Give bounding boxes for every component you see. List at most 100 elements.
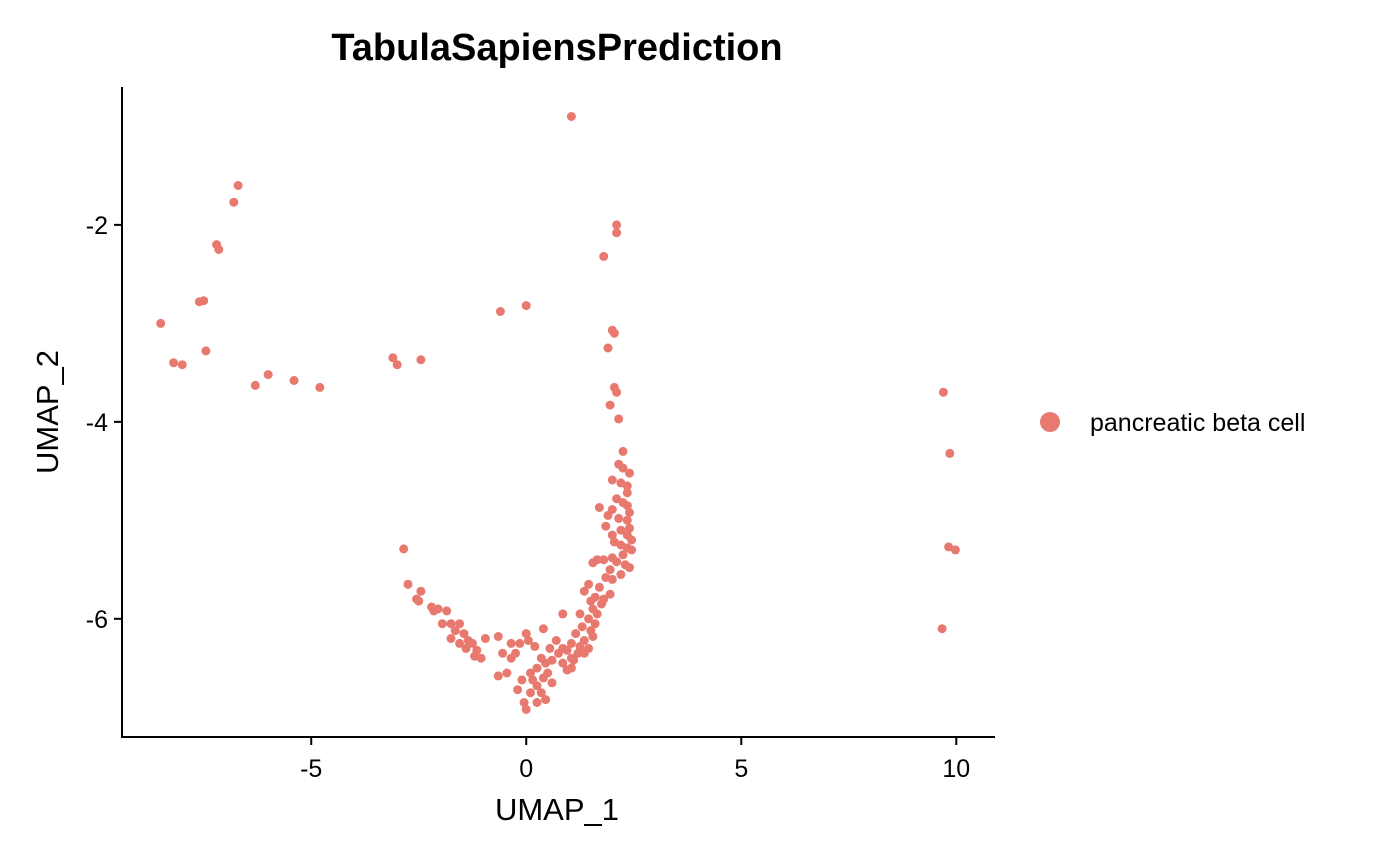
chart-title: TabulaSapiensPrediction xyxy=(331,27,782,69)
data-point xyxy=(594,503,604,512)
data-point xyxy=(388,353,398,363)
data-point xyxy=(442,606,452,616)
data-point xyxy=(625,563,634,573)
data-point xyxy=(603,343,613,353)
data-point xyxy=(493,632,503,641)
y-tick-label: -6 xyxy=(86,606,108,634)
x-ticks: -5 0 5 10 xyxy=(300,737,970,783)
data-point xyxy=(517,675,527,685)
data-point xyxy=(156,318,166,328)
legend-marker xyxy=(1040,412,1060,432)
data-point xyxy=(627,535,637,545)
data-point xyxy=(622,488,632,498)
data-point xyxy=(455,619,465,629)
data-point xyxy=(584,614,594,624)
data-point xyxy=(607,475,617,485)
data-point xyxy=(506,653,516,663)
data-point xyxy=(603,510,613,520)
data-point xyxy=(625,468,634,478)
data-point xyxy=(579,586,589,596)
data-point xyxy=(538,673,548,683)
data-point xyxy=(605,400,615,410)
data-point xyxy=(547,655,557,665)
data-point xyxy=(455,638,465,648)
data-point xyxy=(450,626,460,636)
y-ticks: -2 -4 -6 xyxy=(86,212,122,634)
data-point xyxy=(566,663,576,673)
data-point xyxy=(199,296,209,306)
data-point xyxy=(459,629,469,639)
data-point xyxy=(233,181,243,190)
data-point xyxy=(566,112,576,121)
data-point xyxy=(618,446,628,456)
data-point xyxy=(588,632,598,641)
x-tick-label: 5 xyxy=(734,755,748,783)
data-point xyxy=(618,550,628,560)
data-point xyxy=(558,658,568,668)
data-point xyxy=(575,641,585,651)
data-point xyxy=(571,629,581,639)
data-point xyxy=(263,370,273,380)
data-point xyxy=(532,663,542,673)
y-tick-label: -4 xyxy=(86,409,108,437)
data-point xyxy=(437,619,447,629)
data-point xyxy=(601,521,611,531)
data-point xyxy=(569,655,579,665)
data-point xyxy=(446,634,456,643)
data-point xyxy=(399,544,409,554)
x-tick-label: -5 xyxy=(300,755,322,783)
data-point xyxy=(446,619,456,629)
data-point xyxy=(937,624,947,634)
data-point xyxy=(573,648,583,658)
data-point xyxy=(289,376,299,385)
x-axis-label: UMAP_1 xyxy=(495,792,619,827)
data-point xyxy=(547,678,557,688)
data-point xyxy=(523,636,533,645)
data-point xyxy=(618,463,628,473)
data-point xyxy=(493,671,503,681)
data-point xyxy=(605,589,615,599)
data-point xyxy=(250,380,260,390)
data-point xyxy=(607,574,617,584)
data-point xyxy=(566,638,576,648)
data-point xyxy=(622,481,632,491)
data-point xyxy=(476,653,486,663)
data-point xyxy=(480,634,490,643)
data-point xyxy=(414,596,424,606)
data-point xyxy=(229,197,239,207)
data-point xyxy=(558,609,568,619)
data-point xyxy=(614,513,624,523)
x-tick-label: 0 xyxy=(519,755,533,783)
data-point xyxy=(521,301,531,311)
data-point xyxy=(605,565,615,575)
data-point xyxy=(622,501,632,511)
data-point xyxy=(495,307,505,316)
data-point xyxy=(558,643,568,653)
data-point xyxy=(177,360,187,370)
data-point xyxy=(616,570,626,579)
data-point xyxy=(519,698,529,707)
data-point xyxy=(614,414,624,424)
data-point xyxy=(536,688,546,698)
data-point xyxy=(599,555,609,565)
data-point xyxy=(584,579,594,589)
data-point xyxy=(468,638,477,648)
legend: pancreatic beta cell xyxy=(1040,409,1305,437)
data-point xyxy=(612,220,622,230)
data-point xyxy=(545,643,555,653)
data-point xyxy=(526,668,535,678)
x-tick-label: 10 xyxy=(942,755,970,783)
data-point xyxy=(588,558,598,568)
data-point xyxy=(461,643,471,653)
data-point xyxy=(403,579,413,589)
data-point xyxy=(622,515,632,525)
data-point xyxy=(625,508,634,517)
data-point xyxy=(599,251,609,261)
data-point xyxy=(607,530,617,540)
data-point xyxy=(616,525,626,535)
data-point xyxy=(551,636,561,645)
data-point xyxy=(627,545,637,555)
data-point xyxy=(612,228,622,238)
data-point xyxy=(513,685,523,695)
